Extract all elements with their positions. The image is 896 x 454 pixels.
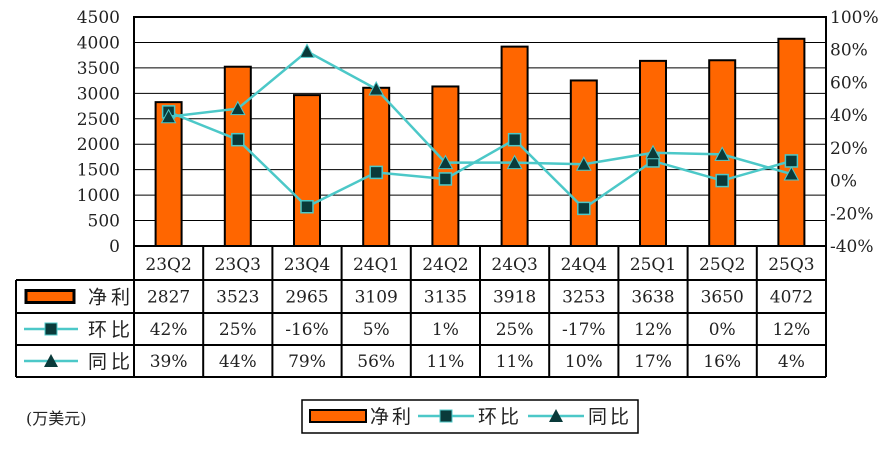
legend-key-bar [24,289,76,304]
data-label: 25% [496,320,534,340]
y-tick-label: 0 [109,237,120,257]
square-marker [715,173,729,188]
y2-tick-label: -40% [830,237,874,257]
data-label: 1% [432,320,459,340]
triangle-marker [437,154,454,170]
triangle-marker [160,108,177,124]
y-tick-label: 2500 [77,110,120,130]
data-label: 25% [219,320,257,340]
data-label: 3650 [701,288,744,308]
data-label: 42% [150,320,188,340]
data-label: 4% [778,352,805,372]
y-tick-label: 3500 [77,59,120,79]
data-label: 11% [496,352,534,372]
bar-23Q3 [223,65,252,247]
y2-tick-label: 80% [830,41,868,61]
legend-label: 同比 [588,406,632,428]
y2-tick-label: 0% [830,172,857,192]
square-marker [44,322,58,336]
category-label: 23Q4 [284,255,330,275]
data-label: 4072 [770,288,813,308]
data-label: 44% [219,352,257,372]
data-label: 2827 [147,288,190,308]
y-tick-label: 1500 [77,161,120,181]
category-label: 24Q2 [422,255,468,275]
triangle-marker [714,146,731,161]
square-marker [577,201,591,216]
data-label: 39% [150,352,188,372]
square-marker [507,132,522,147]
data-label: -17% [562,320,606,340]
square-marker [439,409,453,423]
legend-key-bar [309,409,367,423]
y2-tick-label: -20% [830,204,874,224]
triangle-marker [575,156,592,171]
data-label: 12% [634,320,672,340]
data-label: 79% [288,352,326,372]
data-label: 10% [565,352,603,372]
line-环比 [168,110,792,210]
bar-23Q4 [293,94,321,247]
line-同比 [168,49,792,176]
data-label: 3109 [355,288,398,308]
y-tick-label: 500 [88,212,120,232]
y-tick-label: 4500 [77,8,120,28]
data-label: 0% [709,320,736,340]
y2-tick-label: 40% [830,106,868,126]
data-label: 56% [357,352,395,372]
category-label: 24Q4 [561,255,607,275]
legend-label: 环比 [478,406,522,428]
data-label: 2965 [285,288,328,308]
square-marker [438,172,453,186]
series-name: 环比 [88,319,134,341]
category-label: 25Q3 [768,255,814,275]
square-marker [231,132,245,147]
triangle-marker [44,354,58,367]
triangle-marker [299,43,315,58]
data-label: 3253 [562,288,605,308]
bar-23Q2 [154,101,183,247]
data-label: 3918 [493,288,536,308]
category-label: 24Q3 [491,255,537,275]
square-marker [784,154,799,168]
y-tick-label: 2000 [77,135,120,155]
bar-25Q3 [777,37,806,248]
triangle-marker [506,154,523,170]
y2-tick-label: 20% [830,139,868,159]
category-label: 23Q3 [215,255,261,275]
triangle-marker [783,165,800,181]
category-label: 25Q2 [699,255,745,275]
square-marker [300,199,314,214]
data-label: 17% [634,352,672,372]
series-name: 净利 [88,287,134,309]
data-label: 5% [363,320,390,340]
y-tick-label: 1000 [77,186,120,206]
triangle-marker [645,144,661,160]
data-label: 16% [703,352,741,372]
data-label: 3135 [424,288,467,308]
data-label: 12% [773,320,811,340]
triangle-marker [229,100,246,116]
category-label: 23Q2 [145,255,191,275]
data-label: 3638 [631,288,674,308]
y2-tick-label: 100% [830,8,879,28]
series-name: 同比 [88,351,134,373]
y2-tick-label: 60% [830,73,868,93]
triangle-marker [368,80,385,96]
data-label: 11% [427,352,465,372]
triangle-marker [549,409,563,422]
category-label: 24Q1 [353,255,399,275]
legend-label: 净利 [370,406,414,428]
y-tick-label: 3000 [77,84,120,104]
y-tick-label: 4000 [77,33,120,53]
category-label: 25Q1 [630,255,676,275]
data-label: -16% [285,320,329,340]
unit-label: (万美元) [26,409,87,428]
square-marker [369,165,383,180]
data-label: 3523 [216,288,259,308]
